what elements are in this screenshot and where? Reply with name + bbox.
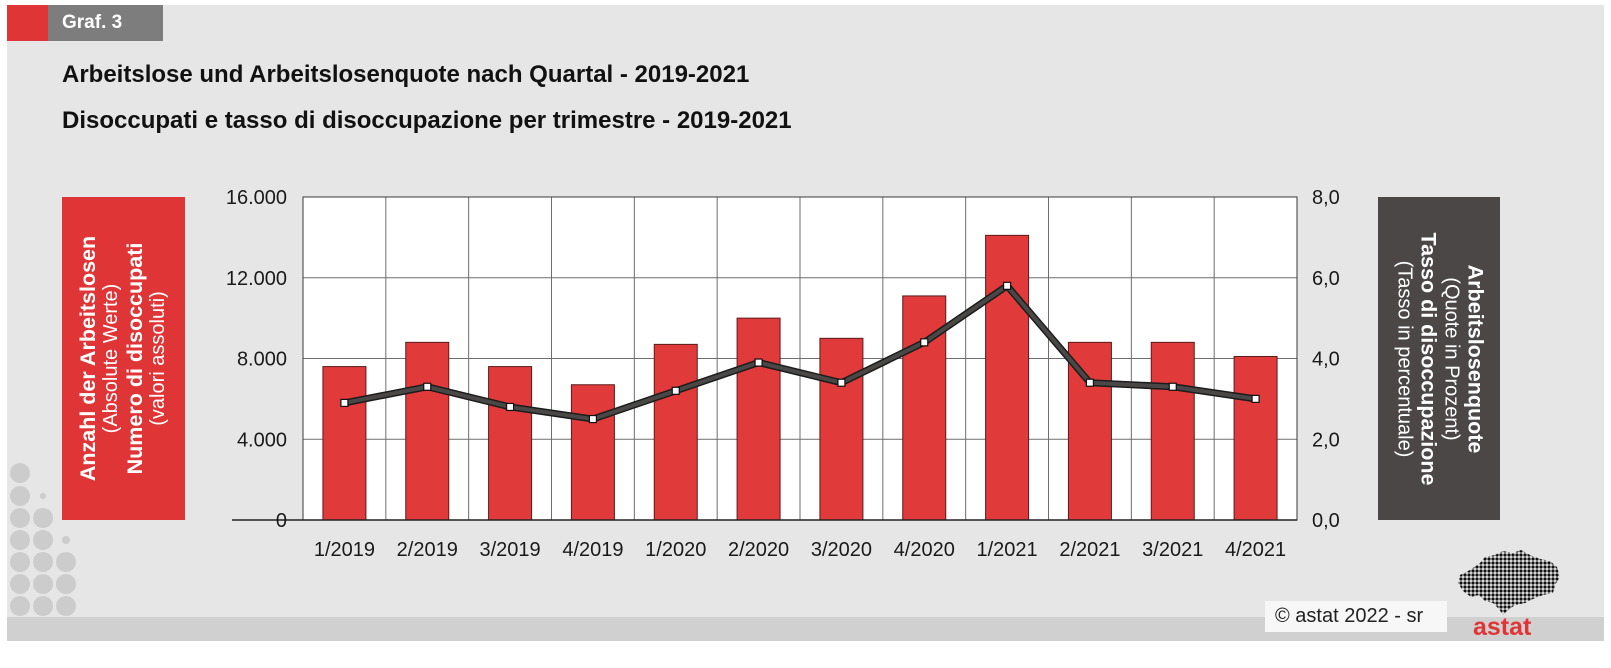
copyright-text: © astat 2022 - sr (1275, 605, 1424, 627)
right-axis-title-it: Tasso di disoccupazione (1416, 232, 1440, 485)
left-axis-tick-12-000: 12.000 (226, 268, 287, 290)
x-axis-label-2-2019: 2/2019 (397, 539, 458, 561)
chart-title: Arbeitslose und Arbeitslosenquote nach Q… (62, 61, 750, 88)
chart-subtitle: Disoccupati e tasso di disoccupazione pe… (62, 107, 792, 134)
badge-accent-square (7, 5, 48, 41)
bar-1-2021 (985, 234, 1030, 521)
x-axis-label-2-2021: 2/2021 (1059, 539, 1120, 561)
x-axis-label-4-2019: 4/2019 (562, 539, 623, 561)
rate-point-4-2019 (588, 414, 598, 424)
x-axis-label-3-2019: 3/2019 (479, 539, 540, 561)
x-axis-label-3-2020: 3/2020 (811, 539, 872, 561)
bar-3-2019 (488, 366, 533, 521)
rate-point-3-2021 (1168, 382, 1177, 391)
right-axis-tick-8-0: 8,0 (1312, 187, 1340, 209)
right-axis-tick-4-0: 4,0 (1312, 349, 1340, 371)
bar-1-2020 (653, 343, 698, 521)
bar-3-2020 (819, 337, 864, 521)
left-axis-label-box: Anzahl der Arbeitslosen (Absolute Werte)… (62, 197, 185, 520)
left-axis-tick-0: 0 (276, 510, 287, 532)
right-axis-note-it: (Tasso in percentuale) (1393, 260, 1416, 457)
right-axis-tick-0-0: 0,0 (1312, 510, 1340, 532)
rate-point-4-2021 (1251, 394, 1260, 403)
left-axis-note-de: (Absolute Werte) (100, 283, 122, 434)
left-axis-note-it: (valori assoluti) (147, 291, 169, 426)
right-axis-tick-6-0: 6,0 (1312, 268, 1340, 290)
rate-point-2-2020 (754, 358, 763, 367)
x-axis-label-4-2020: 4/2020 (894, 539, 955, 561)
left-axis-tick-4-000: 4.000 (237, 429, 287, 451)
x-axis-label-4-2021: 4/2021 (1225, 539, 1286, 561)
left-axis-label: Anzahl der Arbeitslosen (Absolute Werte)… (62, 197, 185, 520)
decorative-dot-pattern (10, 463, 76, 616)
right-axis-note-de: (Quote in Prozent) (1440, 276, 1463, 441)
left-axis-title-it: Numero di disoccupati (122, 242, 147, 475)
right-axis-tick-2-0: 2,0 (1312, 429, 1340, 451)
bar-1-2019 (322, 366, 367, 521)
right-axis-label-box: Arbeitslosenquote (Quote in Prozent) Tas… (1378, 197, 1500, 520)
left-axis-tick-16-000: 16.000 (226, 187, 287, 209)
x-axis-label-1-2021: 1/2021 (976, 539, 1037, 561)
bar-2-2020 (736, 317, 781, 521)
bar-4-2021 (1233, 355, 1278, 521)
right-axis-label: Arbeitslosenquote (Quote in Prozent) Tas… (1378, 197, 1500, 520)
rate-point-3-2020 (837, 378, 846, 387)
bar-2-2019 (405, 341, 450, 521)
rate-point-1-2020 (671, 386, 680, 395)
south-tyrol-dot-map-icon (1458, 550, 1560, 615)
graph-number-label: Graf. 3 (62, 12, 123, 33)
rate-point-2-2021 (1085, 378, 1095, 387)
combo-chart: 16.000 12.000 8.000 4.000 0 8,0 6,0 4,0 2,0 0,0 1/… (226, 187, 1340, 561)
bar-4-2019 (570, 384, 615, 521)
rate-point-2-2019 (423, 382, 432, 391)
rate-line (344, 283, 1256, 422)
x-axis-label-2-2020: 2/2020 (728, 539, 789, 561)
copyright-box (1265, 601, 1447, 632)
rate-point-4-2020 (920, 338, 929, 347)
badge-box (48, 5, 163, 41)
bar-3-2021 (1150, 341, 1195, 521)
rate-point-3-2019 (505, 402, 515, 412)
right-axis-title-de: Arbeitslosenquote (1463, 264, 1487, 453)
x-axis-label-1-2019: 1/2019 (314, 539, 375, 561)
left-axis-title-de: Anzahl der Arbeitslosen (75, 235, 100, 482)
x-axis-label-1-2020: 1/2020 (645, 539, 706, 561)
left-axis-tick-8-000: 8.000 (237, 349, 287, 371)
x-axis-label-3-2021: 3/2021 (1142, 539, 1203, 561)
astat-logo-text: astat (1473, 613, 1532, 641)
rate-point-1-2019 (340, 398, 349, 408)
rate-point-1-2021 (1002, 281, 1012, 290)
